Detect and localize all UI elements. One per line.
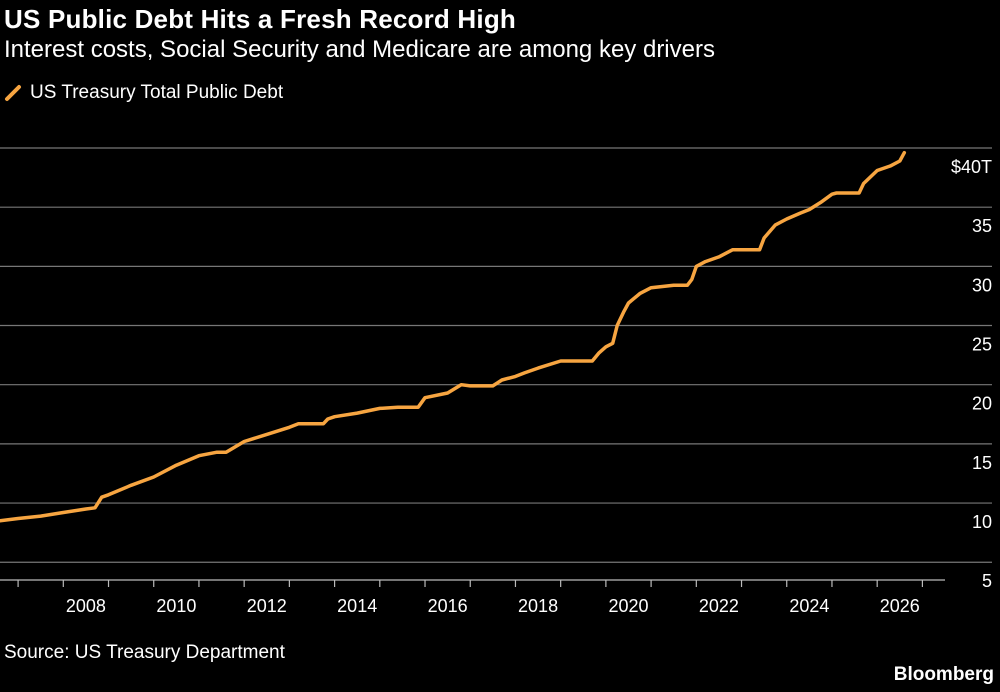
chart-subtitle: Interest costs, Social Security and Medi…: [4, 36, 715, 63]
y-tick-label: 5: [982, 571, 992, 591]
x-tick-label: 2014: [337, 596, 377, 616]
x-tick-label: 2018: [518, 596, 558, 616]
chart-legend: US Treasury Total Public Debt: [4, 82, 283, 104]
y-tick-label: 25: [972, 335, 992, 355]
legend-swatch-icon: [5, 85, 21, 101]
x-tick-label: 2016: [428, 596, 468, 616]
x-tick-label: 2012: [247, 596, 287, 616]
x-tick-label: 2024: [789, 596, 829, 616]
x-tick-label: 2010: [156, 596, 196, 616]
series-line-debt: [0, 150, 907, 523]
y-tick-label: 20: [972, 394, 992, 414]
chart-title: US Public Debt Hits a Fresh Record High: [4, 4, 516, 34]
y-tick-label: $40T: [951, 157, 992, 177]
y-tick-label: 30: [972, 275, 992, 295]
y-tick-label: 35: [972, 216, 992, 236]
x-tick-label: 2022: [699, 596, 739, 616]
x-tick-label: 2020: [608, 596, 648, 616]
brand-logo: Bloomberg: [893, 664, 994, 685]
x-tick-label: 2026: [880, 596, 920, 616]
y-tick-label: 15: [972, 453, 992, 473]
x-tick-label: 2008: [66, 596, 106, 616]
source-note: Source: US Treasury Department: [4, 642, 285, 663]
y-tick-label: 10: [972, 512, 992, 532]
legend-label: US Treasury Total Public Debt: [30, 82, 284, 103]
